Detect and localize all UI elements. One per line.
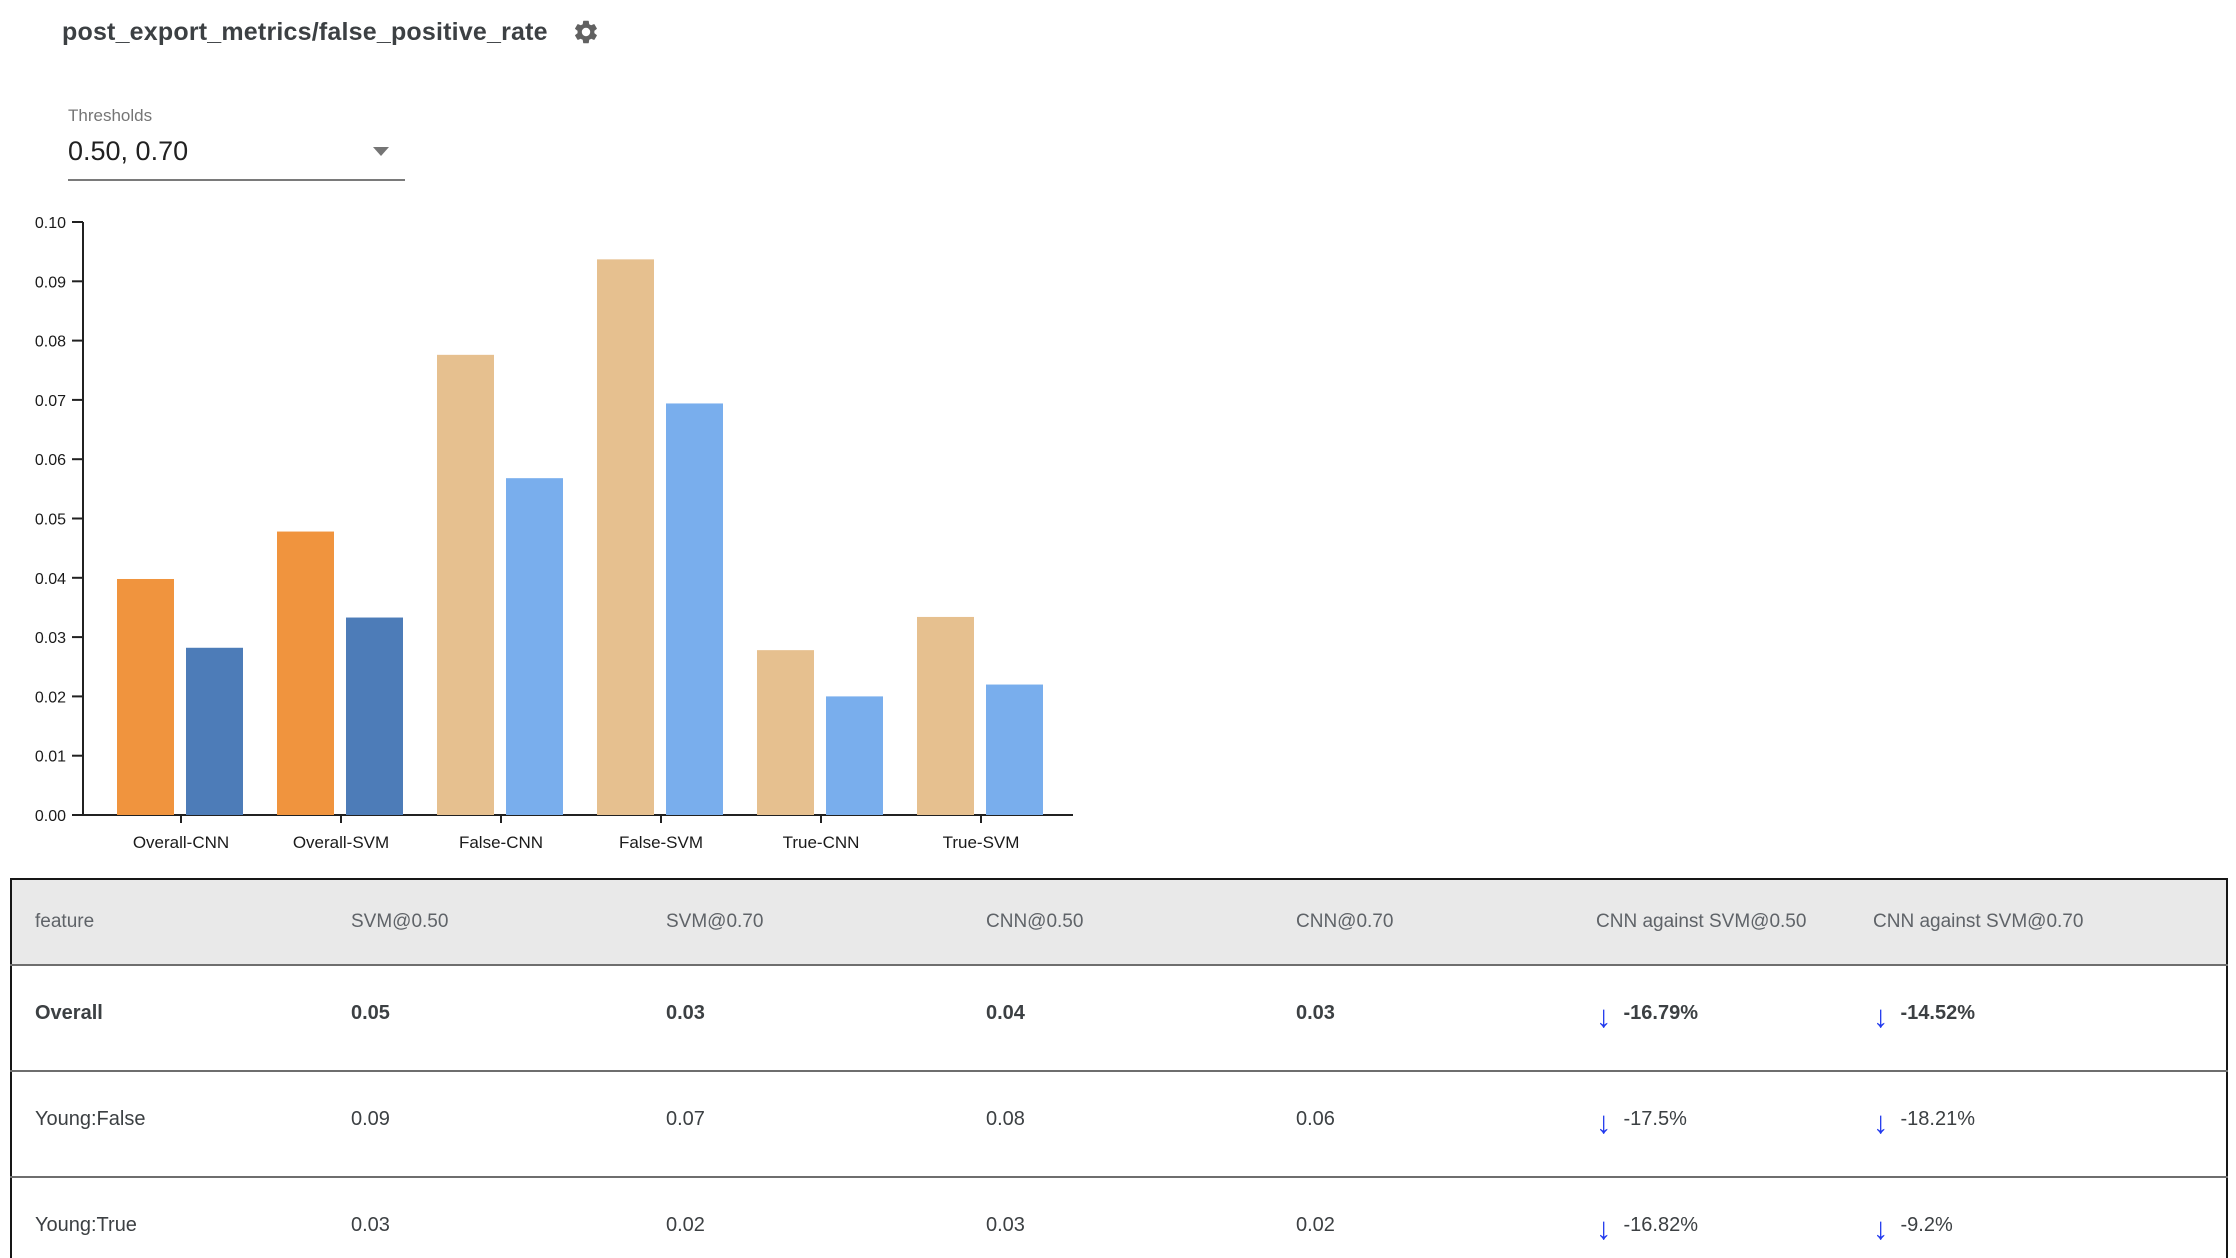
table-row-overall: Overall 0.05 0.03 0.04 0.03 ↓ -16.79% ↓ -14.52% — [11, 965, 2227, 1071]
header-row: feature SVM@0.50 SVM@0.70 CNN@0.50 CNN@0.70 C… — [11, 879, 2227, 965]
value-cell: 0.02 — [1276, 1177, 1576, 1258]
y-tick-label: 0.09 — [35, 274, 66, 291]
y-tick-label: 0.06 — [35, 452, 66, 469]
settings-icon[interactable] — [570, 16, 602, 48]
x-category-label: True-SVM — [943, 833, 1020, 852]
value-cell: 0.08 — [966, 1071, 1276, 1177]
feature-cell: Overall — [11, 965, 331, 1071]
delta-cell: ↓ -9.2% — [1853, 1177, 2227, 1258]
y-tick-label: 0.08 — [35, 334, 66, 351]
bar-False-CNN-threshold0.70[interactable] — [506, 478, 563, 815]
column-header-2: SVM@0.70 — [646, 879, 966, 965]
y-tick-label: 0.10 — [35, 215, 66, 232]
x-category-label: Overall-SVM — [293, 833, 389, 852]
y-tick-label: 0.01 — [35, 749, 66, 766]
down-arrow-icon: ↓ — [1873, 998, 1889, 1034]
y-tick-label: 0.07 — [35, 393, 66, 410]
bar-False-CNN-threshold0.50[interactable] — [437, 354, 494, 815]
page-title: post_export_metrics/false_positive_rate — [62, 17, 548, 46]
feature-cell: Young:True — [11, 1177, 331, 1258]
x-category-label: False-CNN — [459, 833, 543, 852]
delta-cell: ↓ -17.5% — [1576, 1071, 1853, 1177]
bar-False-SVM-threshold0.50[interactable] — [597, 259, 654, 815]
x-category-label: True-CNN — [783, 833, 860, 852]
value-cell: 0.04 — [966, 965, 1276, 1071]
value-cell: 0.03 — [331, 1177, 646, 1258]
down-arrow-icon: ↓ — [1596, 998, 1612, 1034]
bar-Overall-CNN-threshold0.70[interactable] — [186, 647, 243, 815]
delta-cell: ↓ -14.52% — [1853, 965, 2227, 1071]
table-row-young-true: Young:True 0.03 0.02 0.03 0.02 ↓ -16.82% ↓ -9.2% — [11, 1177, 2227, 1258]
value-cell: 0.03 — [646, 965, 966, 1071]
delta-value: -16.79% — [1623, 1001, 1699, 1024]
y-tick-label: 0.02 — [35, 689, 66, 706]
column-header-5: CNN against SVM@0.50 — [1576, 879, 1853, 965]
x-category-label: Overall-CNN — [133, 833, 229, 852]
feature-cell: Young:False — [11, 1071, 331, 1177]
thresholds-value: 0.50, 0.70 — [68, 136, 189, 166]
metrics-table-header: feature SVM@0.50 SVM@0.70 CNN@0.50 CNN@0.70 C… — [11, 879, 2227, 965]
table-row-young-false: Young:False 0.09 0.07 0.08 0.06 ↓ -17.5% ↓ -18.2… — [11, 1071, 2227, 1177]
column-header-1: SVM@0.50 — [331, 879, 646, 965]
thresholds-label: Thresholds — [68, 106, 153, 125]
column-header-6: CNN against SVM@0.70 — [1853, 879, 2227, 965]
value-cell: 0.03 — [1276, 965, 1576, 1071]
title-row: post_export_metrics/false_positive_rate — [62, 16, 602, 48]
dropdown-arrow-icon — [373, 147, 389, 156]
delta-cell: ↓ -18.21% — [1853, 1071, 2227, 1177]
y-tick-label: 0.00 — [35, 808, 66, 825]
down-arrow-icon: ↓ — [1873, 1210, 1889, 1246]
value-cell: 0.05 — [331, 965, 646, 1071]
bar-True-SVM-threshold0.50[interactable] — [917, 616, 974, 815]
delta-value: -17.5% — [1623, 1107, 1687, 1130]
value-cell: 0.03 — [966, 1177, 1276, 1258]
bar-Overall-SVM-threshold0.70[interactable] — [346, 617, 403, 815]
column-header-0: feature — [11, 879, 331, 965]
bar-chart: 0.00 0.01 0.02 0.03 0.04 0.05 0.06 0.07 0.08 0.09… — [35, 215, 1073, 852]
delta-value: -16.82% — [1623, 1213, 1699, 1236]
delta-cell: ↓ -16.79% — [1576, 965, 1853, 1071]
bar-True-CNN-threshold0.70[interactable] — [826, 696, 883, 815]
y-tick-label: 0.05 — [35, 512, 66, 529]
delta-value: -18.21% — [1900, 1107, 1976, 1130]
column-header-3: CNN@0.50 — [966, 879, 1276, 965]
bar-Overall-SVM-threshold0.50[interactable] — [277, 531, 334, 815]
bar-False-SVM-threshold0.70[interactable] — [666, 403, 723, 815]
down-arrow-icon: ↓ — [1873, 1104, 1889, 1140]
metrics-table-body: Overall 0.05 0.03 0.04 0.03 ↓ -16.79% ↓ -14.52% Y… — [11, 965, 2227, 1258]
y-tick-label: 0.04 — [35, 571, 66, 588]
value-cell: 0.09 — [331, 1071, 646, 1177]
column-header-4: CNN@0.70 — [1276, 879, 1576, 965]
delta-value: -9.2% — [1900, 1213, 1953, 1236]
thresholds-select[interactable]: Thresholds 0.50, 0.70 — [68, 106, 405, 181]
metrics-table: feature SVM@0.50 SVM@0.70 CNN@0.50 CNN@0.70 C… — [10, 878, 2228, 1258]
delta-cell: ↓ -16.82% — [1576, 1177, 1853, 1258]
value-cell: 0.02 — [646, 1177, 966, 1258]
bar-Overall-CNN-threshold0.50[interactable] — [117, 578, 174, 815]
y-tick-label: 0.03 — [35, 630, 66, 647]
x-category-label: False-SVM — [619, 833, 703, 852]
value-cell: 0.07 — [646, 1071, 966, 1177]
bar-True-CNN-threshold0.50[interactable] — [757, 650, 814, 815]
bar-True-SVM-threshold0.70[interactable] — [986, 684, 1043, 815]
delta-value: -14.52% — [1900, 1001, 1976, 1024]
down-arrow-icon: ↓ — [1596, 1210, 1612, 1246]
value-cell: 0.06 — [1276, 1071, 1576, 1177]
down-arrow-icon: ↓ — [1596, 1104, 1612, 1140]
